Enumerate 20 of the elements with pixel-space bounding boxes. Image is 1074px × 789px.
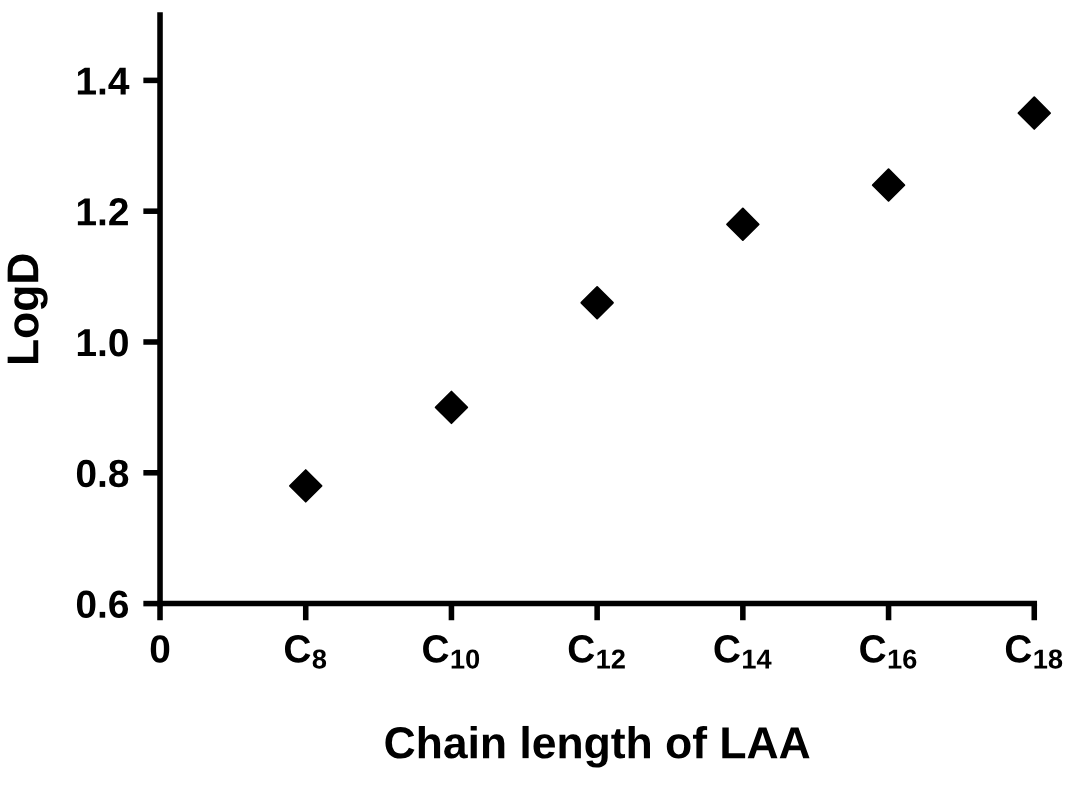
y-tick-label: 0.6 — [76, 590, 129, 619]
point — [726, 207, 760, 242]
y-axis-title: LogD — [7, 254, 48, 364]
point — [434, 390, 469, 425]
y-tick-label: 0.8 — [76, 459, 129, 488]
x-axis-title: Chain length of LAA — [385, 725, 810, 768]
x-tick-label: C$_{8}$ — [284, 635, 327, 669]
x-tick-label: C$_{16}$ — [860, 635, 917, 669]
x-tick-label: C$_{10}$ — [423, 635, 480, 669]
x-tick-label: C$_{18}$ — [1005, 635, 1063, 669]
y-tick-label: 1.2 — [77, 198, 128, 226]
x-tick-label: C$_{14}$ — [714, 635, 772, 669]
point — [289, 469, 323, 503]
point — [1017, 96, 1051, 130]
x-tick-label: 0 — [150, 635, 170, 663]
point — [580, 286, 614, 320]
y-tick-label: 1.0 — [77, 328, 128, 357]
x-tick-label: C$_{12}$ — [568, 635, 625, 669]
point — [871, 168, 906, 202]
y-tick-label: 1.4 — [77, 67, 130, 95]
